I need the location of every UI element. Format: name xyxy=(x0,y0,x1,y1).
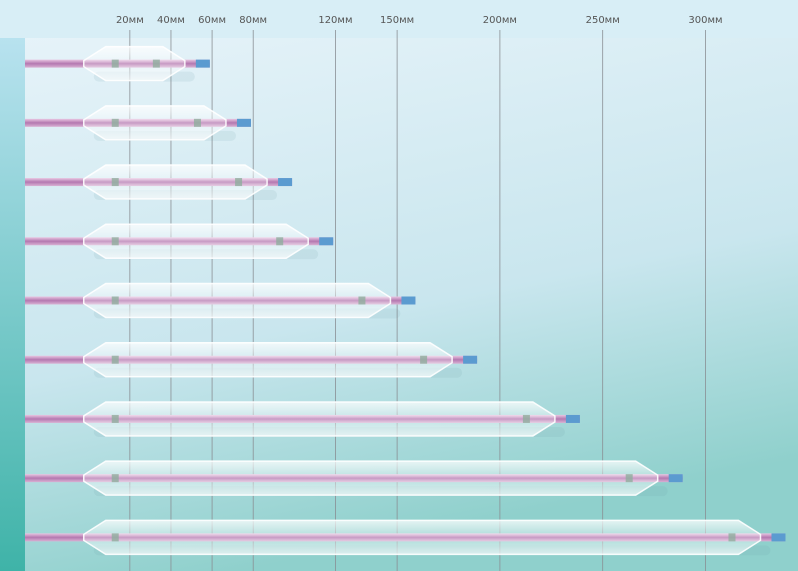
x-tick-label: 150мм xyxy=(380,15,414,26)
x-tick-label: 200мм xyxy=(483,15,517,26)
marker-band xyxy=(111,533,119,542)
tip xyxy=(771,533,786,542)
marker-band xyxy=(111,474,119,483)
marker-band xyxy=(111,355,119,364)
marker-band xyxy=(420,355,428,364)
balloon xyxy=(82,223,309,260)
balloon xyxy=(82,519,762,556)
tip xyxy=(463,355,478,364)
tip xyxy=(401,296,416,305)
marker-band xyxy=(111,414,119,423)
marker-band xyxy=(193,118,201,127)
x-tick-label: 120мм xyxy=(318,15,352,26)
x-tick-label: 20мм xyxy=(116,15,144,26)
marker-band xyxy=(111,118,119,127)
tip xyxy=(668,474,683,483)
x-tick-label: 300мм xyxy=(688,15,722,26)
marker-band xyxy=(111,59,119,68)
x-tick-label: 40мм xyxy=(157,15,185,26)
side-band xyxy=(0,38,25,571)
marker-band xyxy=(625,474,633,483)
x-tick-label: 60мм xyxy=(198,15,226,26)
tip xyxy=(195,59,210,68)
marker-band xyxy=(235,178,243,187)
tip xyxy=(278,178,293,187)
balloon xyxy=(82,45,186,82)
marker-band xyxy=(358,296,366,305)
marker-band xyxy=(728,533,736,542)
marker-band xyxy=(152,59,160,68)
balloon xyxy=(82,105,227,141)
balloon xyxy=(82,460,659,496)
marker-band xyxy=(276,237,284,246)
tip xyxy=(236,118,251,127)
marker-band xyxy=(111,296,119,305)
balloon xyxy=(82,164,268,200)
marker-band xyxy=(111,237,119,246)
tip xyxy=(319,237,334,246)
x-tick-label: 250мм xyxy=(586,15,620,26)
balloon xyxy=(82,341,453,378)
balloon xyxy=(82,282,392,319)
marker-band xyxy=(522,414,530,423)
balloon xyxy=(82,401,556,437)
tip xyxy=(565,414,580,423)
x-tick-label: 80мм xyxy=(239,15,267,26)
marker-band xyxy=(111,178,119,187)
